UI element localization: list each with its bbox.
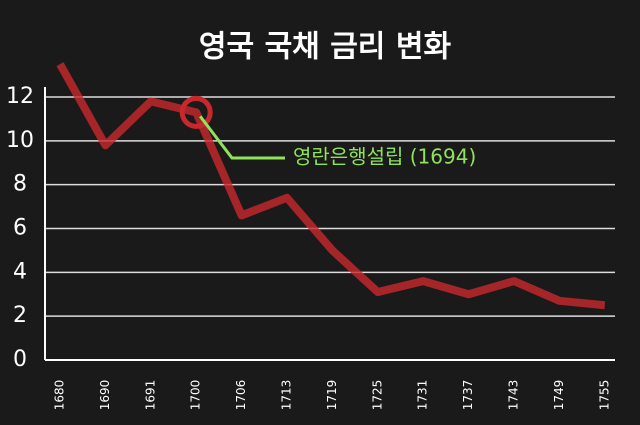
x-tick-label: 1713 [280,380,294,411]
x-tick-label: 1749 [552,380,566,411]
x-tick-label: 1725 [370,380,384,411]
y-tick-label: 0 [13,347,27,372]
data-line [56,62,606,310]
annotation-leader [199,115,285,160]
x-tick-label: 1737 [461,380,475,411]
x-tick-label: 1743 [507,380,521,411]
x-tick-label: 1731 [416,380,430,411]
y-tick-label: 12 [6,84,34,109]
y-tick-label: 8 [13,172,27,197]
highlight-marker [179,95,213,129]
x-tick-label: 1690 [98,380,112,411]
x-tick-label: 1691 [143,380,157,411]
annotation: 영란은행설립 (1694) [293,145,476,169]
y-tick-label: 10 [6,128,34,153]
x-tick-label: 1700 [189,380,203,411]
x-tick-label: 1755 [597,380,611,411]
x-tick-label: 1706 [234,380,248,411]
x-tick-label: 1680 [53,380,67,411]
x-tick-label: 1719 [325,380,339,411]
y-tick-label: 4 [13,259,27,284]
y-tick-label: 2 [13,303,27,328]
y-tick-label: 6 [13,216,27,241]
chart-title: 영국 국채 금리 변화 [199,30,452,65]
